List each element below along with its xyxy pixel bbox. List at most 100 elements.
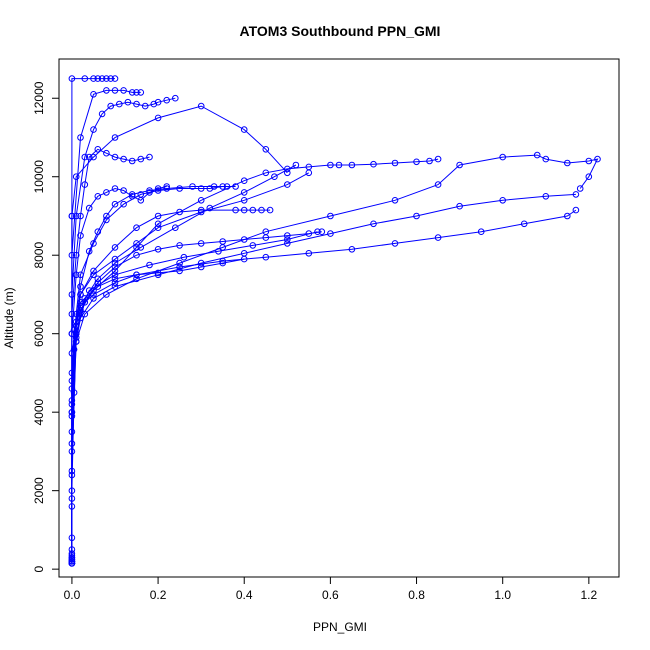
data-point: [232, 206, 239, 214]
data-point: [111, 271, 119, 279]
data-point: [81, 295, 89, 302]
data-point: [172, 94, 179, 102]
data-point: [90, 91, 97, 98]
data-point: [594, 155, 601, 163]
x-tick-label: 0.2: [150, 588, 167, 602]
data-point: [215, 248, 222, 255]
plot-frame: [58, 58, 620, 578]
data-point: [533, 151, 541, 159]
data-point: [219, 238, 226, 245]
data-point: [197, 263, 205, 271]
series-line: [71, 186, 167, 558]
series-8: [68, 146, 153, 565]
data-point: [137, 155, 145, 163]
data-point: [111, 87, 119, 94]
data-point: [232, 183, 239, 190]
series-line: [71, 154, 599, 562]
data-point: [284, 236, 291, 243]
x-tick-label: 0.6: [322, 588, 339, 602]
data-point: [197, 197, 205, 204]
data-point: [154, 114, 162, 122]
data-point: [68, 212, 76, 220]
series-12: [68, 102, 291, 565]
data-point: [90, 271, 97, 279]
series-3: [68, 155, 442, 557]
y-tick-label: 2000: [32, 477, 46, 504]
data-point: [262, 253, 270, 261]
data-point: [133, 251, 140, 259]
data-point: [85, 204, 93, 212]
data-point: [141, 102, 149, 110]
y-tick-label: 12000: [32, 81, 46, 115]
data-point: [434, 155, 442, 163]
data-point: [154, 269, 162, 277]
data-point: [413, 212, 420, 220]
data-point: [68, 75, 76, 82]
data-point: [176, 259, 183, 267]
data-point: [240, 255, 248, 263]
data-point: [197, 240, 205, 247]
data-point: [81, 181, 89, 188]
data-point: [271, 173, 278, 180]
chart-title: ATOM3 Southbound PPN_GMI: [240, 23, 441, 39]
y-axis: 0 2000 4000 6000 8000 10000 12000: [32, 81, 60, 572]
data-point: [240, 206, 248, 214]
data-point: [176, 208, 183, 216]
x-axis: 0.0 0.2 0.4 0.6 0.8 1.0 1.2: [64, 576, 598, 602]
data-point: [85, 248, 93, 255]
series-line: [71, 172, 310, 564]
data-point: [176, 263, 183, 271]
data-point: [107, 75, 114, 82]
data-point: [150, 100, 158, 108]
data-point: [197, 102, 205, 110]
data-point: [81, 75, 89, 82]
data-point: [133, 275, 140, 283]
series-line: [71, 78, 115, 564]
series-line: [71, 209, 271, 550]
data-point: [103, 189, 110, 196]
data-point: [499, 197, 507, 204]
data-point: [284, 181, 291, 188]
data-point: [81, 153, 89, 161]
data-point: [94, 228, 102, 235]
data-point: [94, 75, 102, 82]
data-point: [72, 322, 80, 330]
data-point: [305, 169, 313, 177]
data-point: [90, 75, 97, 82]
data-point: [240, 126, 248, 133]
data-point: [94, 146, 102, 153]
data-point: [120, 187, 127, 194]
data-point: [103, 75, 110, 82]
data-point: [163, 183, 170, 190]
data-point: [77, 212, 84, 220]
data-point: [90, 295, 97, 302]
data-point: [163, 185, 170, 192]
data-point: [172, 224, 179, 231]
data-point: [133, 100, 140, 108]
data-point: [542, 155, 550, 163]
data-point: [223, 183, 231, 190]
x-tick-label: 0.8: [408, 588, 425, 602]
data-point: [103, 149, 110, 157]
y-tick-label: 4000: [32, 399, 46, 426]
series-line: [71, 186, 227, 564]
data-point: [249, 206, 257, 214]
data-point: [68, 560, 76, 567]
data-point: [197, 208, 205, 216]
data-point: [426, 157, 433, 165]
data-point: [111, 244, 119, 251]
data-point: [116, 100, 123, 108]
data-point: [348, 161, 356, 169]
data-point: [576, 185, 584, 192]
y-tick-label: 0: [32, 565, 46, 572]
data-point: [124, 98, 132, 106]
data-point: [240, 236, 248, 243]
data-point: [197, 185, 205, 192]
data-point: [572, 206, 580, 214]
data-point: [154, 212, 162, 220]
data-point: [72, 173, 80, 180]
data-point: [72, 212, 80, 220]
data-point: [77, 134, 84, 141]
data-point: [128, 191, 136, 198]
